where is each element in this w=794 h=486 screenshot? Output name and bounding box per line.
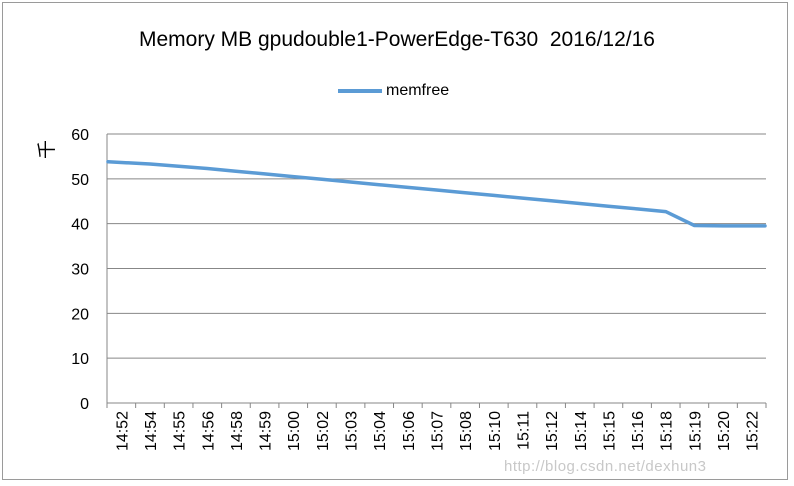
x-tick-label-15:12: 15:12 [544, 411, 561, 451]
y-tick-label-30: 30 [71, 262, 89, 279]
x-tick-label-15:18: 15:18 [659, 411, 676, 451]
y-tick-label-0: 0 [80, 396, 89, 413]
series-line-memfree [106, 160, 767, 228]
x-tick-label-14:54: 14:54 [143, 411, 160, 451]
x-tick-label-15:11: 15:11 [515, 411, 532, 450]
x-tick-label-15:15: 15:15 [601, 411, 618, 451]
x-tick-label-15:03: 15:03 [344, 411, 361, 451]
x-tick-label-14:59: 14:59 [258, 411, 275, 451]
y-tick-label-10: 10 [71, 351, 89, 368]
x-tick-label-15:06: 15:06 [401, 411, 418, 451]
x-tick-label-15:19: 15:19 [687, 411, 704, 451]
chart-frame [2, 2, 788, 480]
x-tick-label-15:02: 15:02 [315, 411, 332, 451]
x-tick-label-15:04: 15:04 [372, 411, 389, 451]
x-tick-label-15:16: 15:16 [630, 411, 647, 451]
x-tick-label-15:22: 15:22 [745, 411, 762, 451]
legend-label-memfree: memfree [386, 82, 450, 99]
y-tick-label-50: 50 [71, 172, 89, 189]
x-tick-label-15:00: 15:00 [286, 411, 303, 451]
x-tick-label-15:20: 15:20 [716, 411, 733, 451]
legend: memfree [338, 80, 449, 102]
watermark-text: http://blog.csdn.net/dexhun3 [504, 458, 707, 475]
chart-title: Memory MB gpudouble1-PowerEdge-T630 2016… [139, 28, 655, 51]
y-tick-label-20: 20 [71, 306, 89, 323]
x-tick-label-14:58: 14:58 [229, 411, 246, 451]
x-tick-label-14:56: 14:56 [200, 411, 217, 451]
legend-swatch-memfree [338, 89, 382, 93]
y-tick-label-40: 40 [71, 217, 89, 234]
x-tick-label-15:10: 15:10 [487, 411, 504, 451]
x-tick-label-15:08: 15:08 [458, 411, 475, 451]
x-tick-label-14:55: 14:55 [172, 411, 189, 451]
x-tick-label-14:52: 14:52 [114, 411, 131, 451]
x-tick-label-15:14: 15:14 [573, 411, 590, 451]
y-tick-label-60: 60 [71, 127, 89, 144]
x-tick-label-15:07: 15:07 [430, 411, 447, 451]
